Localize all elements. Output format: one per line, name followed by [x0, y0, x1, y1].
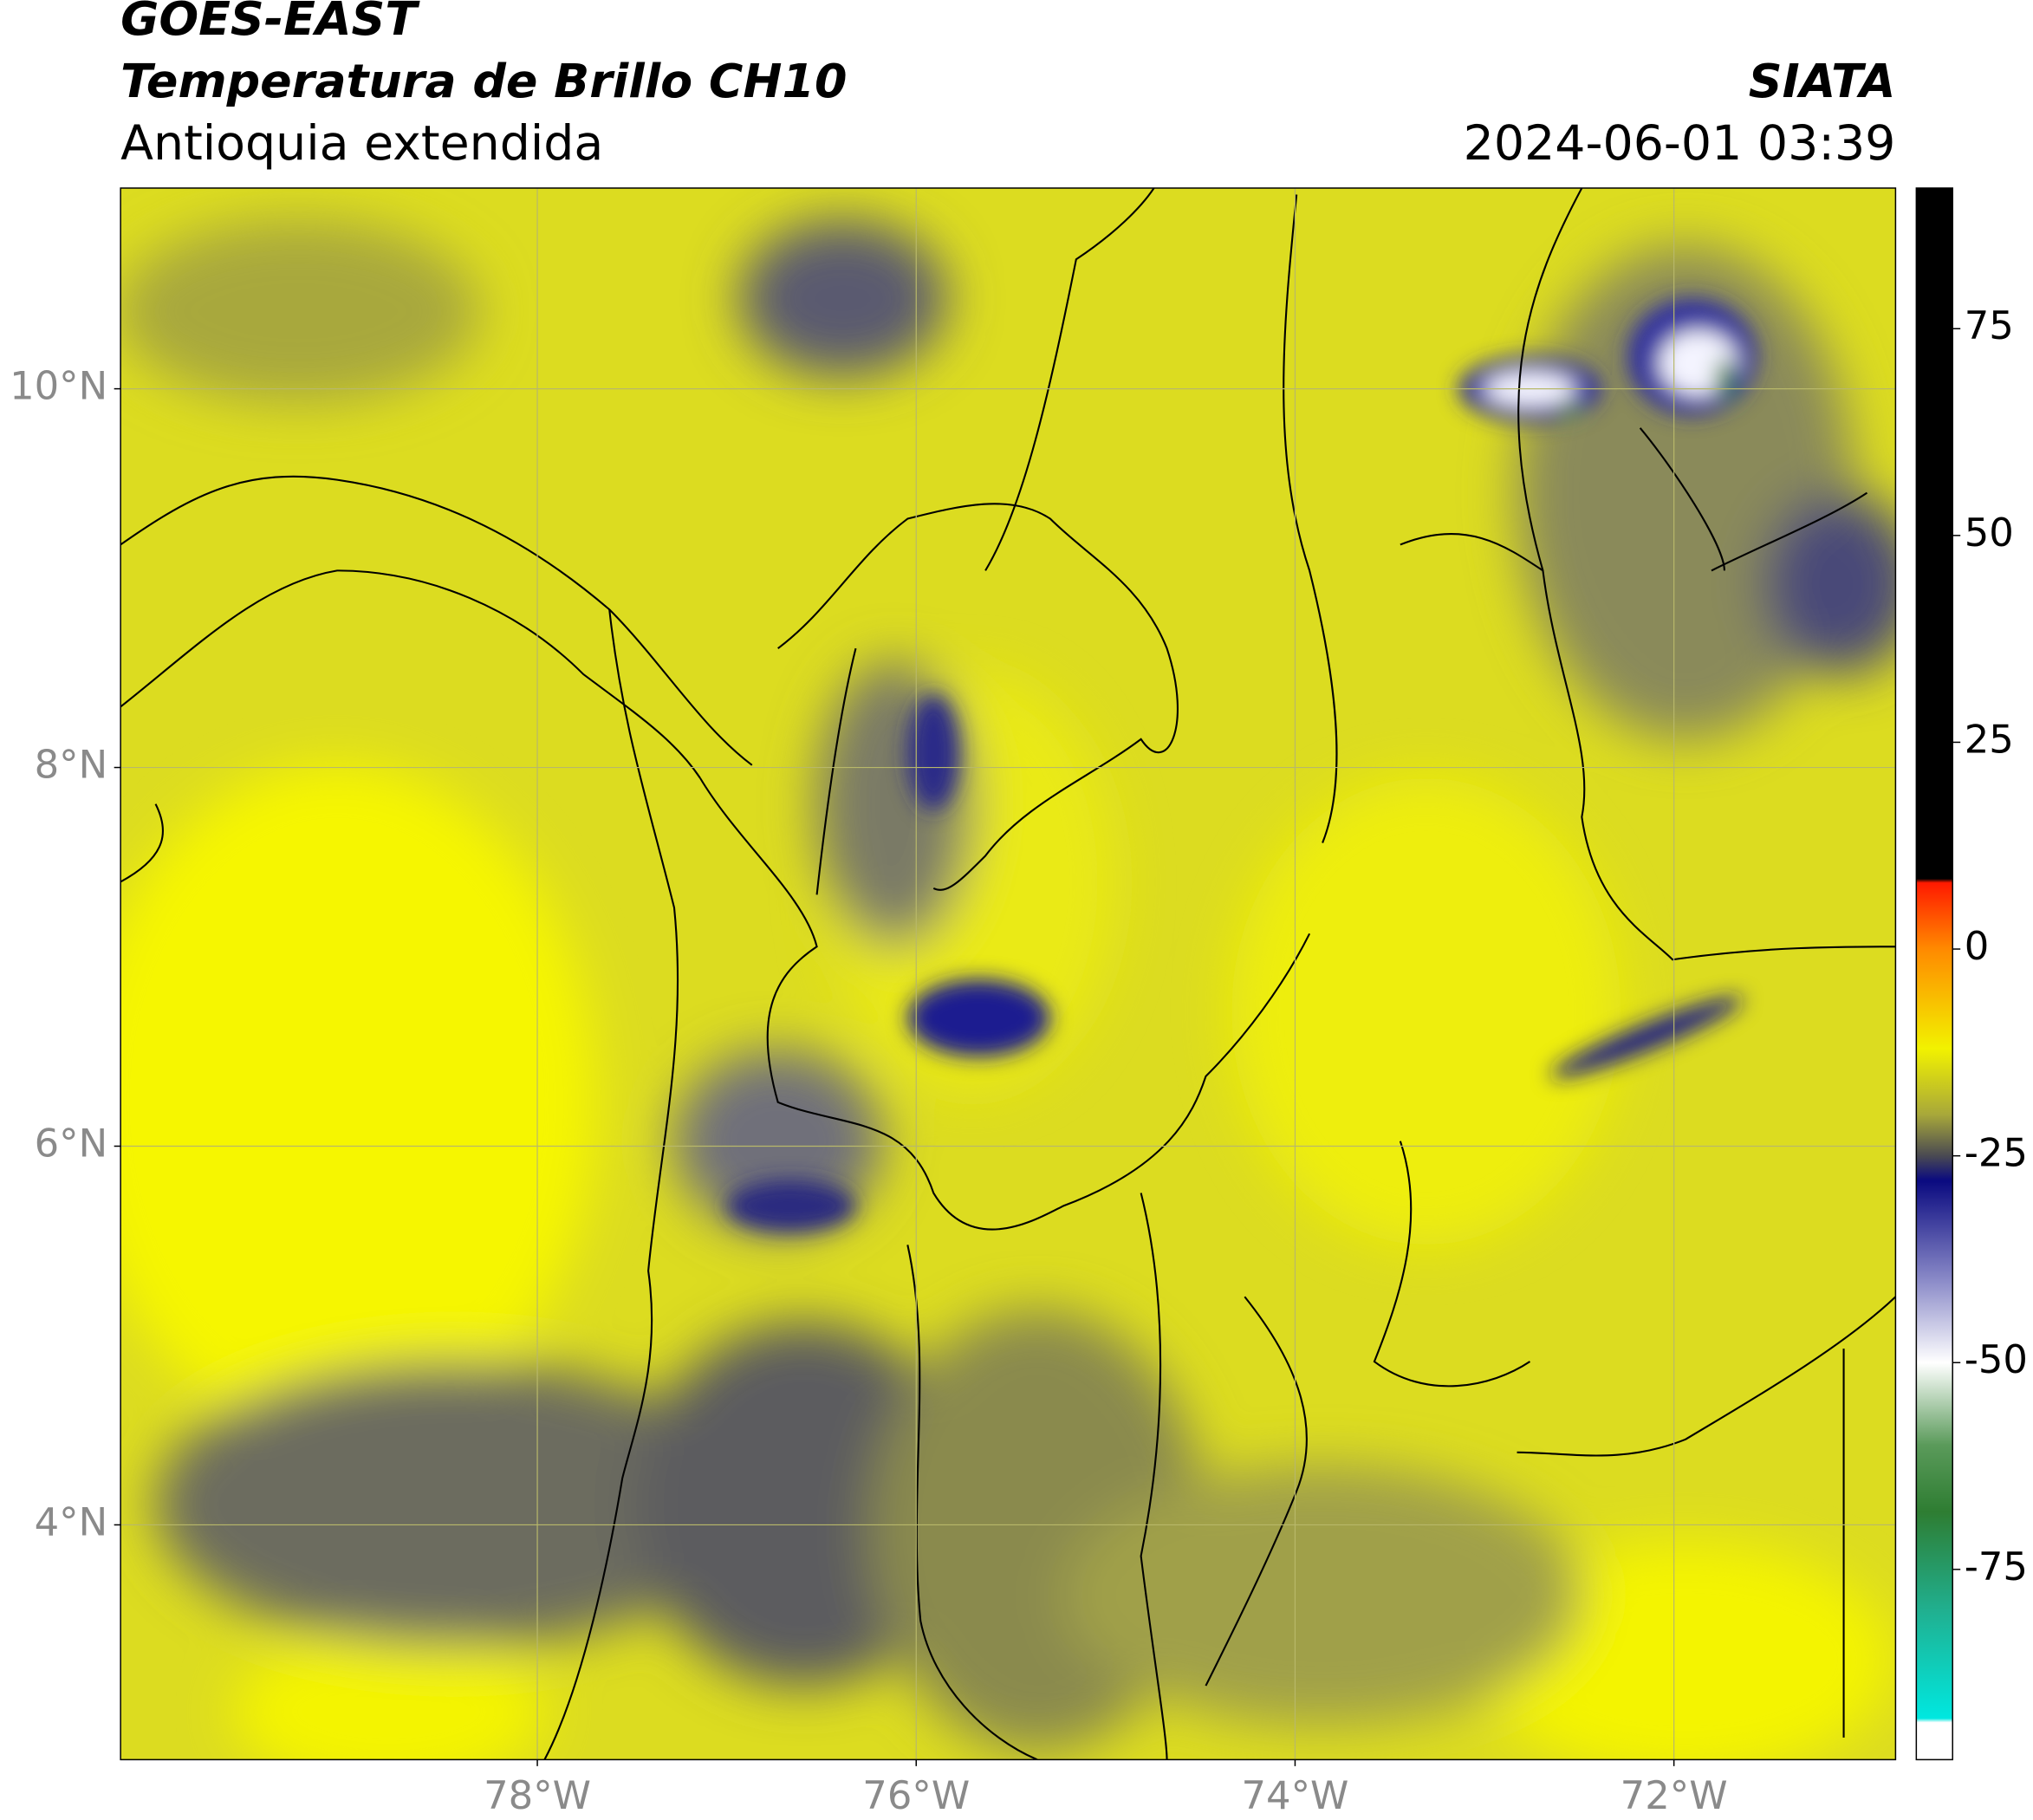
colorbar-tick-label: 75 [1965, 302, 2014, 348]
colorbar-tick-label: 25 [1965, 716, 2014, 762]
colorbar-tick-label: -75 [1965, 1544, 2028, 1589]
x-tick-label: 74°W [1241, 1772, 1348, 1818]
x-tick-label: 78°W [484, 1772, 591, 1818]
region: Antioquia extendida [120, 116, 603, 172]
y-tick-label: 4°N [35, 1498, 108, 1544]
y-tick-label: 6°N [35, 1121, 108, 1167]
title: GOES-EAST [120, 0, 420, 46]
source: SIATA [1749, 54, 1896, 108]
y-tick-label: 8°N [35, 742, 108, 788]
x-tick-label: 72°W [1621, 1772, 1728, 1818]
colorbar-tick-label: 50 [1965, 510, 2014, 556]
y-tick-label: 10°N [10, 363, 107, 409]
subtitle: Temperatura de Brillo CH10 [120, 54, 847, 108]
boundaries [120, 188, 1896, 1760]
colorbar-tick-label: 0 [1965, 923, 1990, 969]
colorbar-tick-label: -50 [1965, 1336, 2028, 1382]
map-frame [120, 187, 1897, 1761]
satellite-image [120, 188, 1896, 1760]
datetime: 2024-06-01 03:39 [1464, 116, 1896, 172]
x-tick-label: 76°W [862, 1772, 970, 1818]
colorbar-tick-label: -25 [1965, 1130, 2028, 1176]
colorbar [1915, 187, 1953, 1761]
